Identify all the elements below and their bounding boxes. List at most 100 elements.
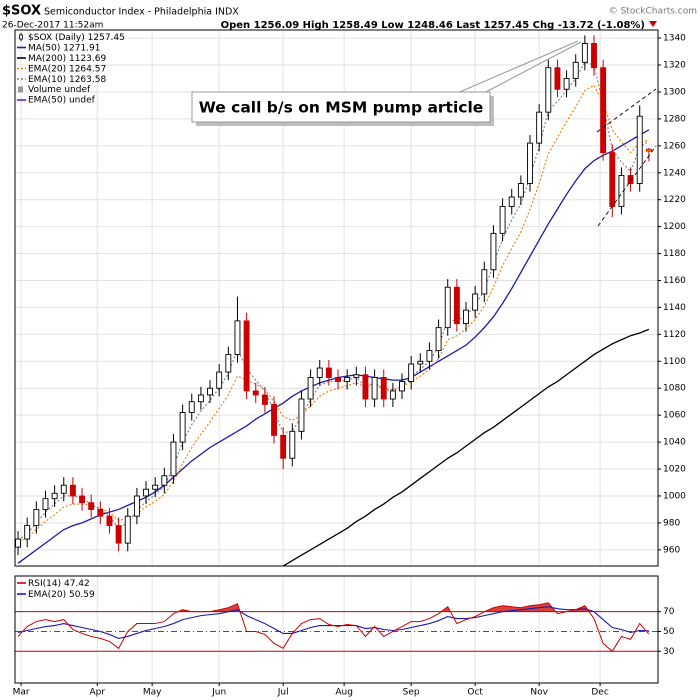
legend-label: $SOX (Daily) 1257.45 [28,33,125,43]
candle-body [572,61,579,79]
candle-body [225,354,232,373]
candle-body [79,495,85,504]
candle-body [481,269,488,295]
price-frame [14,29,659,567]
overbought-group [178,602,590,612]
candle-body [636,115,643,184]
candle-body [143,488,149,497]
y-tick-label: 1140 [663,303,686,313]
quote-label: High [303,20,329,31]
candle-body [399,381,405,392]
quote-value: 1248.46 [407,20,453,31]
quote-label: Last [456,20,480,31]
candle-body [316,367,323,378]
rsi-tick-label: 50 [663,627,675,637]
candle-body [207,387,213,396]
candle-body [444,286,451,329]
candle-body [280,434,287,459]
y-tick-label: 1120 [663,330,686,340]
candle-body [335,377,341,382]
legend-icon [19,34,23,40]
candle-body [188,401,195,413]
legend-label: Volume undef [28,85,91,95]
candle-body [271,403,277,436]
legend-label: MA(50) 1271.91 [28,43,101,53]
credit: © StockCharts.com [609,7,697,17]
candle-body [261,394,268,405]
legend-value: 1263.58 [69,75,106,85]
candle-body [325,367,332,378]
price-layer [15,35,652,566]
y-tick-label: 1300 [663,87,686,97]
candle-body [133,495,140,517]
y-tick-label: 1260 [663,141,686,151]
y-tick-label: 1020 [663,465,686,475]
candle-body [60,484,67,494]
y-tick-label: 1080 [663,384,686,394]
candle-body [42,498,49,510]
x-tick-label: Sep [403,688,420,698]
legend-value: 1271.91 [63,43,100,53]
candle-body [344,377,351,382]
candle-body [417,360,424,365]
legend-name: MA(50) [28,43,60,53]
legend-name: EMA(20) [28,64,66,74]
legend-name: $SOX (Daily) [28,33,85,43]
callout: We call b/s on MSM pump article [191,40,582,126]
rsi-line [17,602,650,653]
legend-name: EMA(10) [28,75,66,85]
candle-body [353,374,360,378]
y-tick-label: 1060 [663,411,686,421]
candle-body [426,350,433,362]
candle-body [545,67,552,113]
candle-body [490,232,497,271]
candle-body [609,152,616,207]
candle-body [15,538,21,548]
candle-body [161,475,168,486]
candle-body [453,286,460,325]
rsi-tick-label: 70 [663,607,675,617]
candle-body [517,183,524,198]
y-tick-label: 1280 [663,114,686,124]
legend-label: EMA(20) 50.59 [28,590,95,600]
y-tick-label: 960 [663,545,680,555]
candle-body [88,502,95,510]
rsi-frame [14,575,659,684]
candle-body [216,371,223,389]
candle-body [307,377,314,400]
x-tick-label: Nov [530,688,548,698]
candle-body [243,320,250,392]
legend-value: 47.42 [64,579,90,589]
candle-body [115,525,122,544]
quote-label: Low [381,20,403,31]
x-tick-label: Apr [89,688,105,698]
candle-body [499,205,506,234]
channel-line [597,145,657,227]
chart-subtitle: Semiconductor Index - Philadelphia INDX [44,7,239,18]
candle-body [627,174,634,184]
annotation: We call b/s on MSM pump article [199,99,484,117]
y-tick-label: 1180 [663,249,686,259]
y-tick-label: 1200 [663,222,686,232]
candle-body [170,441,177,477]
quote-line: Open 1256.09 High 1258.49 Low 1248.46 La… [221,20,645,31]
candle-body [106,515,113,527]
candle-body [289,430,296,459]
candle-body [179,412,186,443]
legend-name: MA(200) [28,54,66,64]
down-arrow [649,21,657,27]
legend-swatch [18,86,23,93]
y-tick-label: 1160 [663,276,686,286]
y-tick-label: 1220 [663,195,686,205]
quote-value: (-1.08%) [597,20,645,31]
candle-body [435,327,442,351]
legend-name: RSI(14) [28,579,61,589]
x-tick-label: Dec [591,688,608,698]
x-tick-label: Aug [335,688,353,698]
callout-pointer [481,41,582,95]
candle-body [51,492,58,500]
chart-title: $SOX [2,4,41,19]
candle-body [197,394,204,403]
channel-lines [596,88,657,227]
